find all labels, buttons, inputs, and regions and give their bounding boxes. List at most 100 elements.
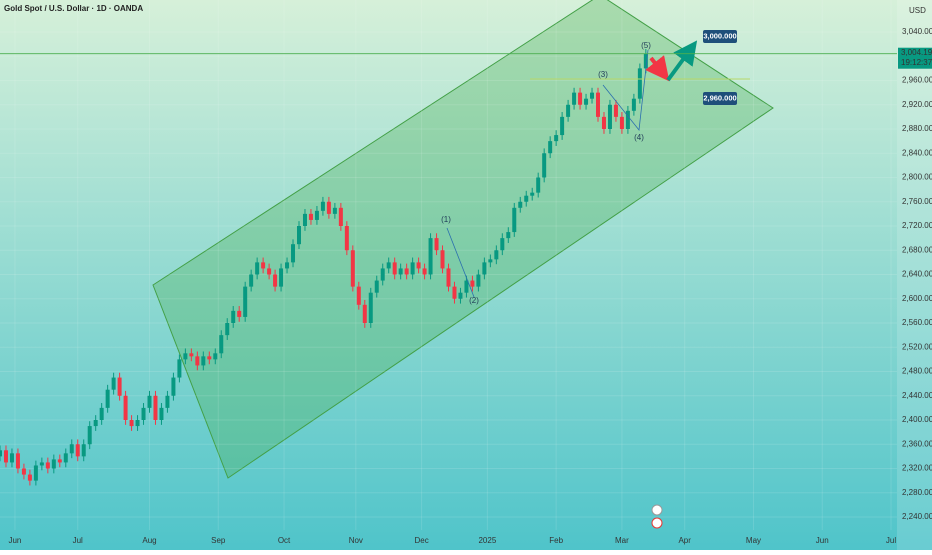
candle-body — [291, 244, 296, 263]
candle-body — [590, 92, 595, 99]
candle-body — [225, 323, 230, 336]
candle-body — [165, 395, 170, 408]
countdown: 19:12:37 — [901, 58, 932, 67]
y-tick-label: 2,480.000 — [902, 367, 932, 376]
candle-body — [584, 98, 589, 105]
candle-body — [105, 389, 110, 408]
candle-body — [39, 462, 44, 466]
candle-body — [422, 268, 427, 275]
candle-body — [637, 68, 642, 99]
candle-body — [524, 195, 529, 202]
candle-body — [57, 459, 62, 463]
wave-line — [446, 227, 475, 298]
candle-body — [213, 353, 218, 360]
arrow-down — [645, 55, 670, 82]
candle-body — [338, 207, 343, 226]
wave-label: (3) — [598, 70, 608, 79]
candle-body — [362, 304, 367, 323]
y-tick-label: 2,960.000 — [902, 76, 932, 85]
candle-body — [458, 292, 463, 299]
candle-body — [261, 262, 266, 269]
candle-body — [380, 268, 385, 281]
candle-body — [255, 262, 260, 275]
x-tick-label: Apr — [678, 536, 691, 545]
candle-body — [297, 226, 301, 245]
candle-body — [566, 104, 571, 117]
candle-body — [93, 420, 98, 427]
candle-body — [267, 268, 272, 275]
candle-body — [27, 474, 32, 481]
candle-body — [368, 292, 373, 323]
grid — [0, 0, 897, 530]
candle-body — [273, 274, 278, 287]
y-tick-label: 2,400.000 — [902, 415, 932, 424]
y-tick-label: 2,760.000 — [902, 197, 932, 206]
y-tick-label: 2,800.000 — [902, 173, 932, 182]
candle-body — [153, 395, 158, 420]
candle-body — [404, 268, 409, 275]
x-tick-label: Aug — [142, 536, 156, 545]
y-tick-label: 2,840.000 — [902, 148, 932, 157]
y-tick-label: 2,520.000 — [902, 342, 932, 351]
candle-body — [177, 359, 182, 378]
candle-body — [207, 356, 212, 360]
y-tick-label: 2,920.000 — [902, 100, 932, 109]
candle-body — [332, 207, 337, 214]
candle-body — [189, 353, 194, 357]
candle-body — [542, 153, 547, 178]
x-tick-label: Feb — [549, 536, 563, 545]
x-tick-label: Jun — [8, 536, 21, 545]
candle-body — [111, 377, 116, 390]
candle-body — [554, 135, 559, 142]
x-tick-label: Jul — [886, 536, 896, 545]
candle-body — [51, 459, 56, 469]
candle-body — [416, 262, 421, 269]
x-tick-label: Jun — [816, 536, 829, 545]
candle-body — [476, 274, 481, 287]
candles — [0, 48, 648, 486]
wave-line — [602, 49, 649, 132]
candle-body — [171, 377, 176, 396]
event-icon — [651, 517, 663, 529]
candle-body — [249, 274, 254, 287]
target-box — [703, 30, 737, 43]
candle-body — [21, 468, 26, 475]
candle-body — [446, 268, 451, 287]
x-tick-label: Nov — [349, 536, 363, 545]
arrow-up — [666, 40, 698, 82]
candle-body — [81, 444, 86, 457]
candle-body — [344, 226, 349, 251]
y-tick-label: 2,280.000 — [902, 488, 932, 497]
last-price-label: 3,004.195 — [901, 48, 932, 57]
candle-body — [596, 92, 600, 117]
candle-body — [302, 213, 307, 226]
candle-body — [129, 420, 134, 427]
y-tick-label: 2,240.000 — [902, 512, 932, 521]
candle-body — [428, 238, 433, 275]
candle-body — [500, 238, 505, 251]
candle-body — [613, 104, 618, 117]
candle-body — [243, 286, 248, 317]
candle-body — [386, 262, 391, 269]
candle-body — [231, 310, 236, 323]
candle-body — [392, 262, 397, 275]
currency: USD — [909, 6, 926, 15]
candle-body — [219, 335, 224, 354]
candle-body — [356, 286, 361, 305]
candle-body — [578, 92, 583, 105]
candle-body — [0, 450, 2, 457]
candle-body — [279, 268, 284, 287]
candle-body — [410, 262, 415, 275]
y-tick-label: 2,680.000 — [902, 245, 932, 254]
x-tick-label: Mar — [615, 536, 629, 545]
y-tick-label: 2,640.000 — [902, 270, 932, 279]
y-tick-label: 2,880.000 — [902, 124, 932, 133]
wave-label: (5) — [641, 41, 651, 50]
candle-body — [15, 453, 20, 469]
x-tick-label: May — [746, 536, 761, 545]
candle-body — [159, 407, 164, 420]
event-icon — [651, 504, 663, 516]
candle-body — [75, 444, 80, 457]
